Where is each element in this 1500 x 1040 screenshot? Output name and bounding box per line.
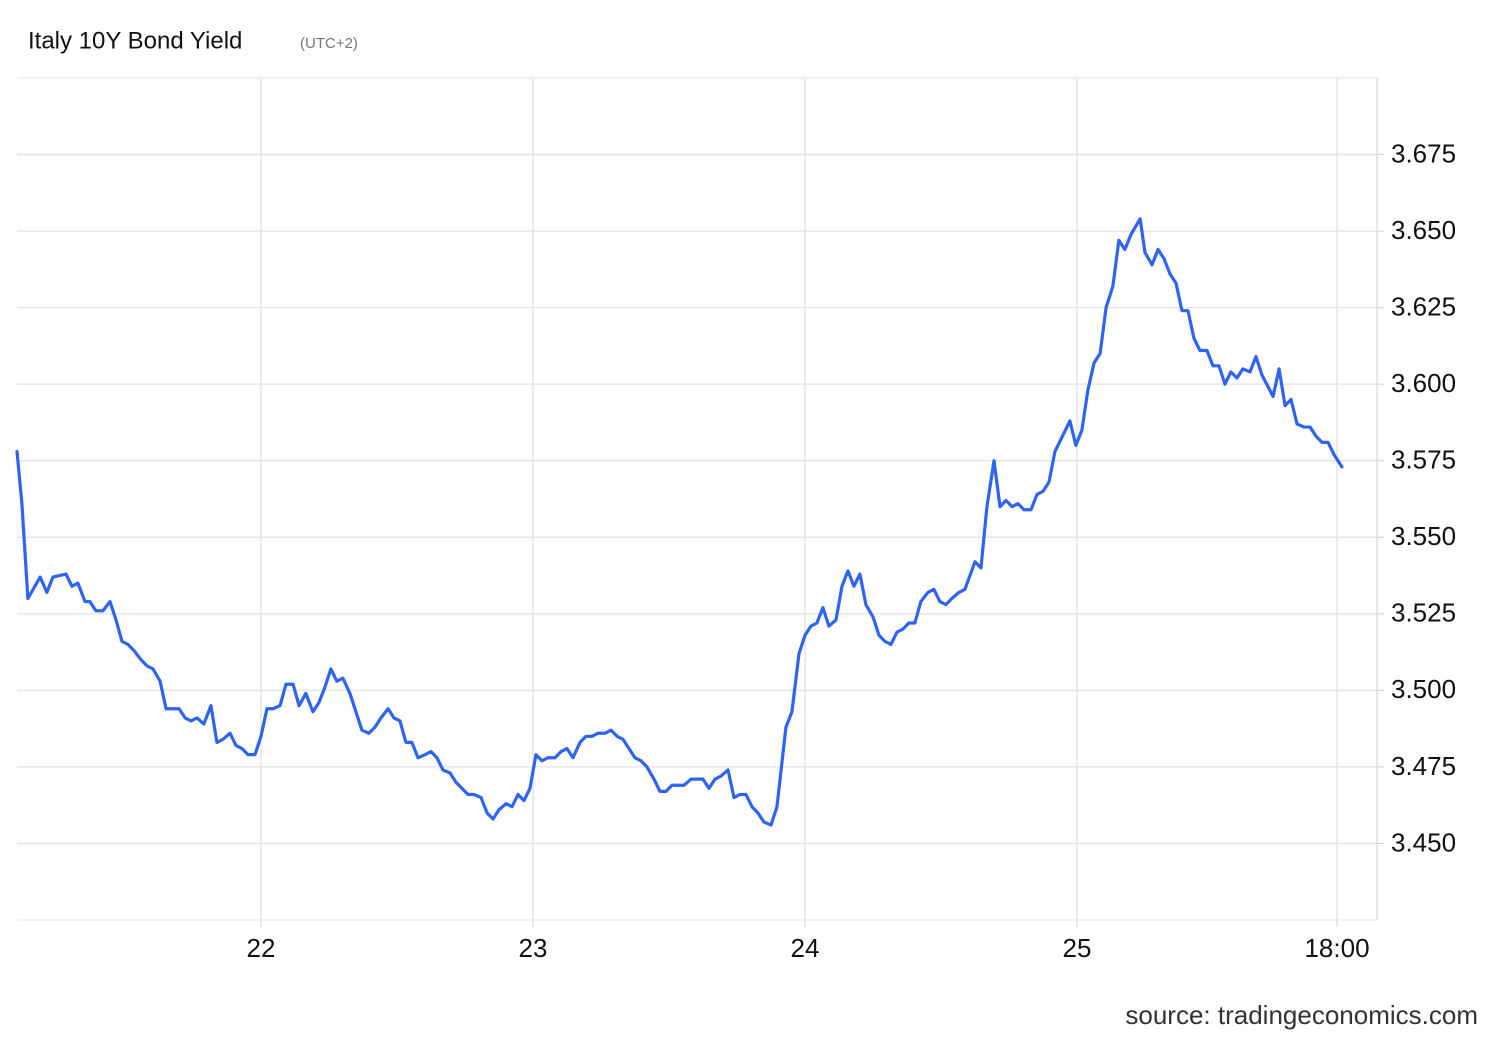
- y-tick-label: 3.600: [1391, 368, 1456, 398]
- line-series: [15, 217, 1344, 827]
- source-note: source: tradingeconomics.com: [1125, 1000, 1478, 1030]
- x-tick-label: 25: [1063, 933, 1092, 963]
- y-tick-label: 3.675: [1391, 138, 1456, 168]
- y-tick-label: 3.650: [1391, 215, 1456, 245]
- y-tick-label: 3.475: [1391, 751, 1456, 781]
- y-tick-label: 3.575: [1391, 445, 1456, 475]
- x-tick-label: 18:00: [1304, 933, 1369, 963]
- y-tick-label: 3.550: [1391, 521, 1456, 551]
- x-tick-label: 23: [519, 933, 548, 963]
- chart-subtitle: (UTC+2): [300, 35, 358, 52]
- y-tick-label: 3.625: [1391, 292, 1456, 322]
- y-tick-label: 3.500: [1391, 674, 1456, 704]
- y-tick-label: 3.450: [1391, 827, 1456, 857]
- x-tick-label: 24: [791, 933, 820, 963]
- y-tick-label: 3.525: [1391, 598, 1456, 628]
- chart-title: Italy 10Y Bond Yield: [28, 27, 242, 54]
- x-tick-label: 22: [247, 933, 276, 963]
